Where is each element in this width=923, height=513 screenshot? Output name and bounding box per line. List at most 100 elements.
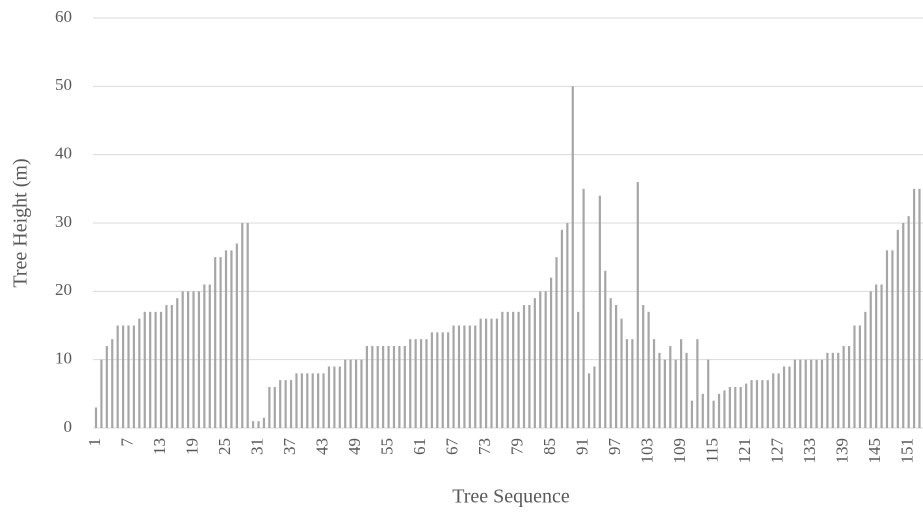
bar	[121, 325, 125, 428]
x-tick-label: 115	[703, 438, 722, 463]
bar	[528, 305, 531, 428]
bar	[365, 346, 368, 428]
bar	[869, 291, 872, 428]
x-tick-label: 127	[768, 438, 787, 464]
bar	[387, 346, 390, 428]
bar	[425, 339, 428, 428]
x-tick-label: 67	[442, 438, 461, 456]
bar	[132, 325, 136, 428]
bar	[723, 390, 726, 428]
bar	[419, 339, 423, 428]
x-tick-label: 139	[833, 438, 852, 464]
x-tick-label: 49	[345, 438, 364, 455]
bar	[100, 359, 103, 428]
bar	[447, 332, 450, 428]
x-tick-label: 7	[117, 438, 136, 447]
bar	[279, 380, 282, 428]
bar	[344, 359, 347, 428]
bar	[875, 284, 878, 428]
y-tick-label: 0	[64, 417, 73, 436]
bar	[181, 291, 184, 428]
bar	[452, 325, 455, 428]
y-tick-label: 20	[55, 280, 72, 299]
bar	[501, 311, 504, 428]
bar	[880, 284, 883, 428]
bar	[457, 325, 461, 428]
bar	[94, 407, 98, 428]
bar	[143, 311, 146, 428]
bar	[604, 270, 607, 428]
x-tick-label: 97	[605, 438, 624, 456]
bar	[750, 380, 753, 428]
bar	[241, 223, 244, 428]
bar	[549, 277, 553, 428]
bar	[652, 339, 656, 428]
bar	[891, 250, 894, 428]
bar	[154, 311, 157, 428]
bar	[159, 311, 163, 428]
bar	[116, 325, 119, 428]
bar	[539, 291, 542, 428]
bar	[577, 311, 580, 428]
bar	[306, 373, 309, 428]
bar	[495, 318, 499, 428]
x-tick-label: 1	[85, 438, 104, 447]
bar	[506, 311, 509, 428]
bar	[349, 359, 352, 428]
bar	[620, 318, 623, 428]
bar	[111, 339, 114, 428]
bar	[235, 243, 238, 428]
bar	[658, 352, 661, 428]
x-tick-label: 61	[410, 438, 429, 455]
bar	[474, 325, 477, 428]
bar	[582, 188, 585, 428]
bar	[327, 366, 331, 428]
bar	[517, 311, 520, 428]
bar	[858, 325, 862, 428]
bar	[208, 284, 211, 428]
y-tick-label: 40	[55, 144, 72, 163]
bar	[615, 305, 618, 428]
bar	[701, 393, 704, 428]
bar	[690, 400, 694, 428]
bar	[463, 325, 466, 428]
bar	[912, 188, 916, 428]
bar	[820, 359, 824, 428]
bar	[685, 352, 688, 428]
bar	[696, 339, 699, 428]
bar	[214, 257, 217, 428]
x-tick-label: 37	[280, 438, 299, 456]
bar	[219, 257, 222, 428]
bar	[799, 359, 802, 428]
x-tick-label: 121	[735, 438, 754, 464]
bar	[788, 366, 791, 428]
bar	[885, 250, 889, 428]
bar	[252, 421, 255, 428]
bar	[826, 352, 829, 428]
bar	[354, 359, 358, 428]
bar	[766, 380, 769, 428]
bar	[717, 393, 721, 428]
bar	[793, 359, 796, 428]
bar	[896, 229, 899, 428]
y-tick-label: 30	[55, 212, 72, 231]
bar	[680, 339, 683, 428]
bar	[631, 339, 634, 428]
x-tick-label: 13	[150, 438, 169, 455]
bar	[300, 373, 303, 428]
bar	[598, 195, 601, 428]
bar	[176, 298, 179, 428]
bar	[371, 346, 374, 428]
x-tick-label: 25	[215, 438, 234, 455]
x-tick-label: 109	[670, 438, 689, 464]
x-tick-label: 103	[638, 438, 657, 464]
x-tick-label: 145	[865, 438, 884, 464]
bar	[755, 380, 759, 428]
bar	[414, 339, 417, 428]
bar	[625, 339, 629, 428]
bar	[707, 359, 710, 428]
bar	[674, 359, 677, 428]
bar	[745, 383, 748, 428]
bar	[522, 305, 526, 428]
